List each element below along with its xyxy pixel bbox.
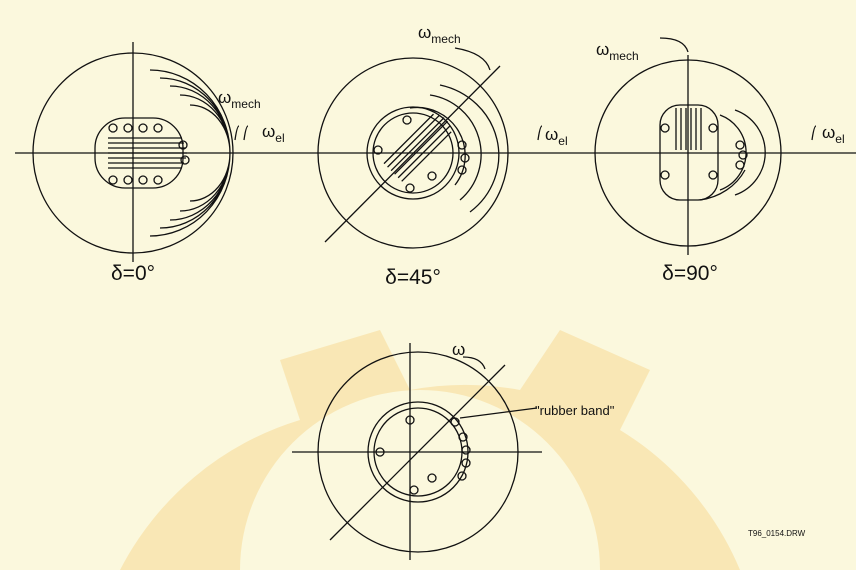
subscript: mech — [231, 97, 260, 111]
annotation: "rubber band" — [535, 403, 615, 418]
delta-label: δ=90° — [662, 262, 718, 285]
subscript: el — [275, 131, 284, 145]
drawing-id: T96_0154.DRW — [748, 529, 806, 538]
omega-el-label: ωel — [822, 123, 845, 146]
conductors — [108, 115, 748, 495]
omega-mech-label: ωmech — [218, 88, 261, 111]
flux-hatching — [108, 108, 702, 182]
subscript: el — [558, 134, 567, 148]
gear-watermark — [120, 330, 740, 570]
omega: ω — [596, 40, 609, 59]
subscript: mech — [609, 49, 638, 63]
delta-label: δ=0° — [111, 262, 155, 285]
omega: ω — [262, 122, 275, 141]
subscript: el — [835, 132, 844, 146]
omega: ω — [545, 125, 558, 144]
omega: ω — [418, 23, 431, 42]
omega-el-label: ωel — [262, 122, 285, 145]
rotation-arrows — [234, 37, 817, 419]
rotors — [94, 104, 719, 503]
omega: ω — [822, 123, 835, 142]
subscript: mech — [431, 32, 460, 46]
stator-circles — [32, 52, 782, 553]
omega-mech-label: ωmech — [596, 40, 639, 63]
omega-mech-label: ωmech — [418, 23, 461, 46]
omega: ω — [218, 88, 231, 107]
delta-label: δ=45° — [385, 266, 441, 289]
omega-label: ω — [452, 340, 465, 359]
omega-el-label: ωel — [545, 125, 568, 148]
